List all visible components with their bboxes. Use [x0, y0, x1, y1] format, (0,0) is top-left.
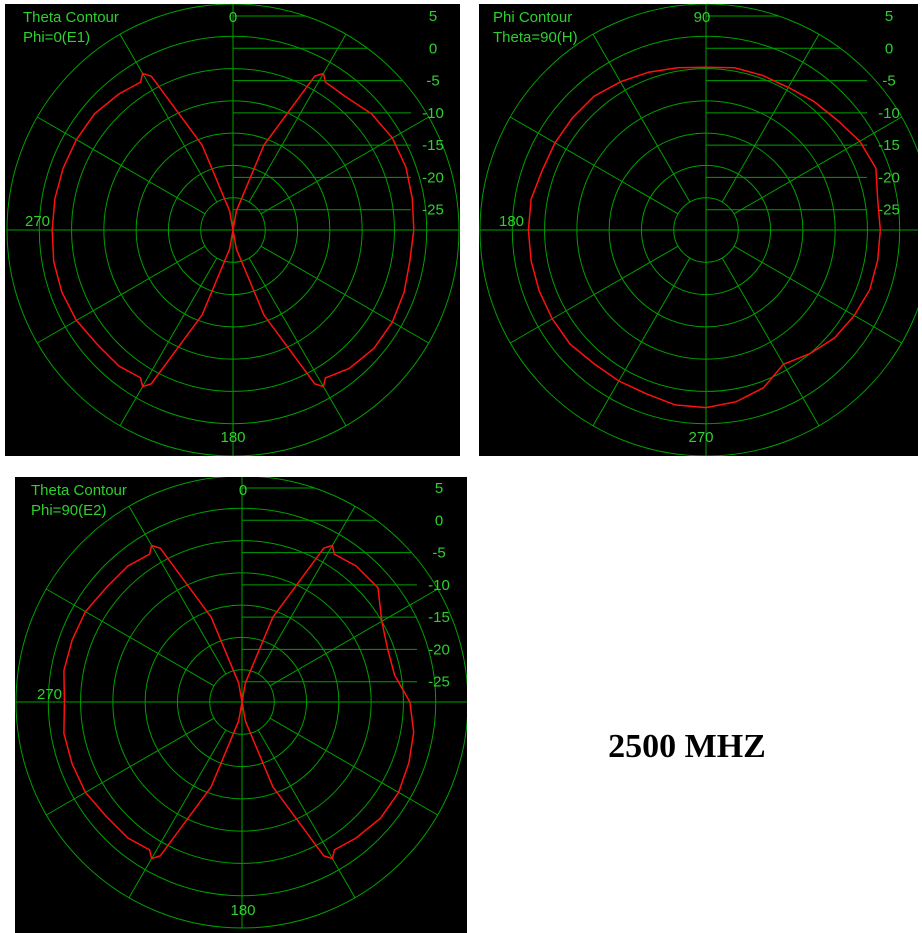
polar-grid [479, 4, 918, 456]
polar-chart-phi-theta90: 5 0 -5 -10 -15 -20 -25 90 180 270 Phi Contour Th… [479, 4, 918, 456]
grid-spoke [260, 245, 429, 344]
grid-spoke [269, 588, 438, 687]
grid-spoke [510, 245, 679, 344]
grid-spoke [269, 717, 438, 816]
frequency-caption: 2500 MHZ [608, 728, 766, 765]
grid-spoke [257, 729, 356, 898]
radial-tick-label: -15 [878, 137, 900, 154]
radial-tick-label: -15 [422, 137, 444, 154]
angle-label: 0 [239, 482, 247, 499]
radial-tick-label: -20 [428, 641, 450, 658]
angle-labels: 0 270 180 [25, 9, 246, 446]
grid-spoke [260, 116, 429, 215]
radial-tick-label: -10 [422, 105, 444, 122]
grid-spoke [733, 116, 902, 215]
polar-chart-theta-phi90: 5 0 -5 -10 -15 -20 -25 0 270 180 Theta Contour P… [15, 477, 467, 933]
grid-spoke [592, 34, 691, 203]
radial-tick-label: -20 [878, 169, 900, 186]
grid-spoke [510, 116, 679, 215]
chart-subtitle: Phi=90(E2) [31, 502, 106, 519]
series-trace [63, 544, 415, 860]
series-line [527, 66, 882, 409]
grid-spoke [128, 729, 227, 898]
grid-spoke [592, 257, 691, 426]
polar-grid [15, 477, 467, 929]
radial-tick-label: -25 [422, 202, 444, 219]
radial-tick-label: -5 [426, 73, 439, 90]
angle-labels: 0 270 180 [37, 482, 256, 919]
angle-label: 270 [688, 429, 713, 446]
series-trace [527, 66, 882, 409]
chart-title: Phi Contour [493, 9, 572, 26]
angle-labels: 90 180 270 [499, 9, 714, 446]
angle-label: 270 [37, 686, 62, 703]
angle-label: 180 [220, 429, 245, 446]
radial-tick-label: -10 [878, 105, 900, 122]
grid-spoke [721, 34, 820, 203]
grid-spoke [37, 116, 206, 215]
radial-tick-labels: 5 0 -5 -10 -15 -20 -25 [233, 8, 444, 219]
radial-tick-label: 5 [429, 8, 437, 25]
radial-tick-label: -5 [432, 545, 445, 562]
radial-tick-label: -15 [428, 609, 450, 626]
grid-spoke [733, 245, 902, 344]
grid-spoke [248, 257, 347, 426]
radial-tick-label: -25 [428, 674, 450, 691]
series-line [51, 72, 415, 388]
radial-tick-labels: 5 0 -5 -10 -15 -20 -25 [706, 8, 900, 219]
grid-spoke [119, 257, 218, 426]
chart-subtitle: Theta=90(H) [493, 29, 578, 46]
angle-label: 180 [230, 902, 255, 919]
grid-spoke [46, 588, 215, 687]
grid-spoke [37, 245, 206, 344]
radial-tick-label: -10 [428, 577, 450, 594]
radial-tick-label: 0 [885, 40, 893, 57]
grid-spoke [721, 257, 820, 426]
chart-subtitle: Phi=0(E1) [23, 29, 90, 46]
polar-chart-theta-phi0: 5 0 -5 -10 -15 -20 -25 0 270 180 Theta Contour P… [5, 4, 460, 456]
chart-title: Theta Contour [23, 9, 119, 26]
angle-label: 180 [499, 213, 524, 230]
radial-tick-label: 5 [435, 480, 443, 497]
radial-tick-labels: 5 0 -5 -10 -15 -20 -25 [242, 480, 450, 691]
radial-tick-label: 0 [435, 512, 443, 529]
grid-spoke [248, 34, 347, 203]
angle-label: 0 [229, 9, 237, 26]
grid-spoke [119, 34, 218, 203]
polar-grid [6, 4, 460, 456]
angle-label: 90 [694, 9, 711, 26]
radial-tick-label: -20 [422, 169, 444, 186]
grid-spoke [257, 506, 356, 675]
radial-tick-label: 0 [429, 40, 437, 57]
angle-label: 270 [25, 213, 50, 230]
series-line [63, 544, 415, 860]
grid-spoke [46, 717, 215, 816]
chart-title: Theta Contour [31, 482, 127, 499]
radial-tick-label: -5 [882, 73, 895, 90]
grid-spoke [128, 506, 227, 675]
series-trace [51, 72, 415, 388]
radial-tick-label: -25 [878, 202, 900, 219]
radial-tick-label: 5 [885, 8, 893, 25]
